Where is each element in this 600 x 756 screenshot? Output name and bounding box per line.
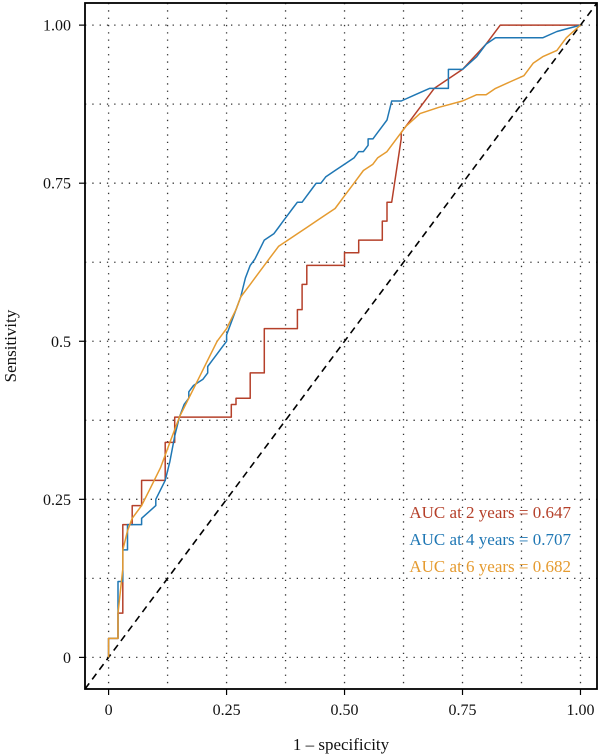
roc-curve-series-3 (107, 24, 581, 658)
y-tick-label: 0.75 (43, 176, 71, 193)
y-tick-label: 0.25 (43, 492, 71, 509)
y-axis-ticks: 0 0.25 0.5 0.75 1.00 (43, 18, 85, 667)
y-tick-label: 1.00 (43, 18, 71, 35)
x-tick-label: 0.75 (449, 702, 477, 719)
y-tick-label: 0.5 (51, 334, 71, 351)
legend: AUC at 2 years = 0.647 AUC at 4 years = 0… (409, 503, 571, 576)
y-axis-title: Sensitivity (1, 309, 20, 382)
plot-frame (84, 2, 598, 690)
legend-entry-3: AUC at 6 years = 0.682 (409, 557, 571, 576)
grid (85, 3, 597, 689)
legend-entry-1: AUC at 2 years = 0.647 (409, 503, 571, 522)
legend-entry-2: AUC at 4 years = 0.707 (409, 530, 571, 549)
series-lines (107, 24, 581, 658)
x-axis-ticks: 0 0.25 0.50 0.75 1.00 (105, 689, 594, 719)
roc-curve-series-2 (107, 24, 581, 658)
x-tick-label: 0.25 (213, 702, 241, 719)
x-tick-label: 0.50 (331, 702, 359, 719)
x-tick-label: 1.00 (566, 702, 594, 719)
x-axis-title: 1 – specificity (293, 735, 390, 754)
y-tick-label: 0 (63, 650, 71, 667)
reference-diagonal-line (84, 2, 598, 690)
x-tick-label: 0 (105, 702, 113, 719)
